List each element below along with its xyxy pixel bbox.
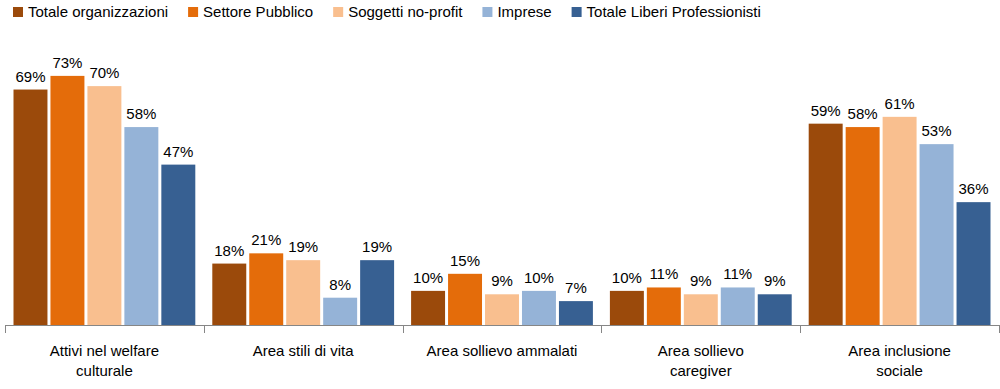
data-labels: 69% 18% 10% 10% 59% 73% 21% 15% 11% 58% 70% 19% 9% 9%… [15, 54, 988, 296]
category-label: Area inclusionesociale [848, 342, 951, 379]
bar [161, 165, 195, 325]
bar [684, 294, 718, 325]
category-label: Area sollievo ammalati [427, 342, 578, 359]
data-label: 53% [922, 122, 952, 139]
data-label: 61% [885, 95, 915, 112]
data-label: 36% [959, 180, 989, 197]
data-label: 47% [163, 143, 193, 160]
category-separator [601, 325, 602, 333]
bar [559, 301, 593, 325]
bar [323, 298, 357, 325]
data-label: 10% [612, 269, 642, 286]
data-label: 9% [491, 272, 513, 289]
bar [485, 294, 519, 325]
data-label: 9% [690, 272, 712, 289]
data-label: 70% [89, 64, 119, 81]
data-label: 58% [126, 105, 156, 122]
data-label: 10% [413, 269, 443, 286]
data-label: 8% [329, 276, 351, 293]
category-label: Attivi nel welfareculturale [50, 342, 159, 379]
data-label: 10% [524, 269, 554, 286]
bar [522, 291, 556, 325]
bar [50, 76, 84, 325]
bar [448, 274, 482, 325]
category-separator [403, 325, 404, 333]
data-label: 19% [288, 238, 318, 255]
bar [920, 144, 954, 325]
data-label: 21% [251, 231, 281, 248]
data-label: 18% [214, 242, 244, 259]
category-separator [999, 325, 1000, 333]
bar [360, 260, 394, 325]
bar [286, 260, 320, 325]
bar [883, 117, 917, 325]
category-label: Area sollievocaregiver [658, 342, 744, 379]
bar [957, 202, 991, 325]
legend-swatch [482, 7, 492, 17]
category-separator [5, 325, 6, 333]
bar [647, 287, 681, 325]
data-label: 7% [565, 279, 587, 296]
legend-swatch [188, 7, 198, 17]
legend: Totale organizzazioni Settore Pubblico Sog… [13, 3, 761, 20]
legend-swatch [572, 7, 582, 17]
axis-line [5, 325, 999, 326]
bar [721, 287, 755, 325]
legend-label: Imprese [497, 3, 551, 20]
bars [14, 76, 991, 325]
category-label: Area stili di vita [253, 342, 355, 359]
bar [411, 291, 445, 325]
category-separator [204, 325, 205, 333]
data-label: 58% [848, 105, 878, 122]
data-label: 69% [15, 68, 45, 85]
data-label: 15% [450, 252, 480, 269]
data-label: 59% [811, 102, 841, 119]
legend-swatch [333, 7, 343, 17]
bar [212, 264, 246, 325]
chart: 69% 18% 10% 10% 59% 73% 21% 15% 11% 58% 70% 19% 9% 9%… [0, 0, 1000, 389]
legend-label: Settore Pubblico [203, 3, 313, 20]
bar [809, 124, 843, 325]
bar [249, 253, 283, 325]
legend-swatch [13, 7, 23, 17]
data-label: 19% [362, 238, 392, 255]
bar [87, 86, 121, 325]
data-label: 73% [52, 54, 82, 71]
data-label: 11% [649, 265, 678, 282]
x-axis: Attivi nel welfareculturale Area stili di… [5, 325, 1000, 379]
legend-label: Totale Liberi Professionisti [587, 3, 761, 20]
data-label: 9% [764, 272, 786, 289]
bar [124, 127, 158, 325]
bar [610, 291, 644, 325]
bar [14, 90, 48, 325]
legend-label: Soggetti no-profit [348, 3, 463, 20]
legend-label: Totale organizzazioni [28, 3, 168, 20]
bar [758, 294, 792, 325]
bar [846, 127, 880, 325]
category-separator [800, 325, 801, 333]
data-label: 11% [723, 265, 752, 282]
